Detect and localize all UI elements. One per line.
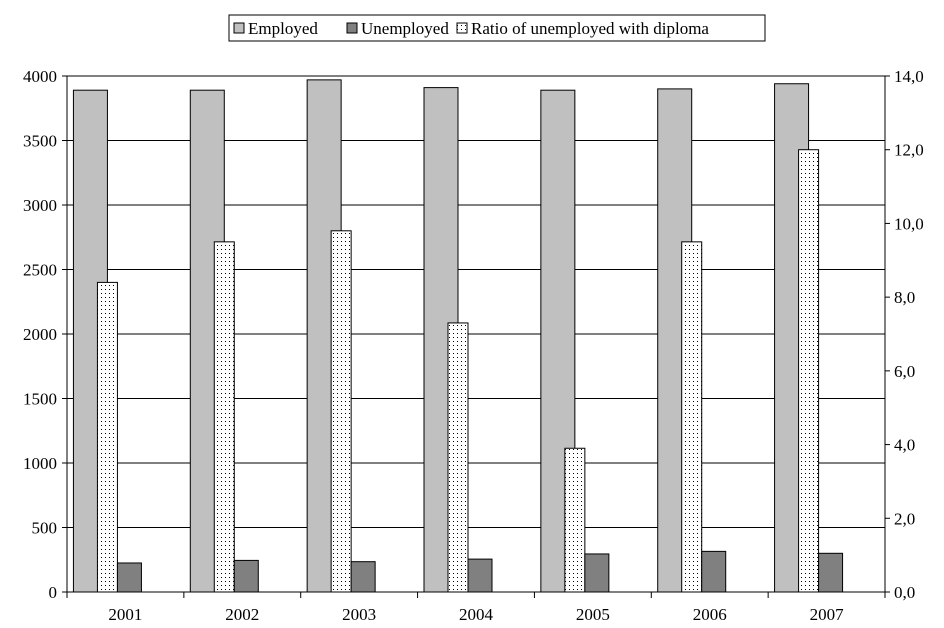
left-tick-label: 3000 <box>23 196 57 215</box>
bar-unemployed <box>350 561 376 593</box>
x-tick-label: 2001 <box>108 605 142 624</box>
left-axis-ticks: 0 500 1000 1500 2000 2500 3000 3500 4000 <box>23 67 67 602</box>
legend-swatch <box>456 22 468 34</box>
x-tick-label: 2002 <box>225 605 259 624</box>
right-tick-label: 6,0 <box>894 362 915 381</box>
bar-unemployed <box>584 553 610 593</box>
bar-unemployed <box>467 558 493 593</box>
legend-swatch <box>233 22 245 34</box>
right-axis-ticks: 0,0 2,0 4,0 6,0 8,0 10,0 12,0 14,0 <box>885 67 924 602</box>
left-tick-label: 2000 <box>23 325 57 344</box>
right-tick-label: 14,0 <box>894 67 924 86</box>
x-tick-label: 2004 <box>459 605 494 624</box>
bar-ratio-unemployed-with-diploma <box>681 241 703 593</box>
left-tick-label: 500 <box>32 519 58 538</box>
legend-label: Employed <box>248 19 318 38</box>
left-tick-label: 1000 <box>23 454 57 473</box>
bar-ratio-unemployed-with-diploma <box>213 241 235 593</box>
gridlines <box>67 75 885 528</box>
legend-box <box>228 14 766 42</box>
bar-ratio-unemployed-with-diploma <box>564 447 586 593</box>
left-tick-label: 2500 <box>23 261 57 280</box>
x-tick-label: 2003 <box>342 605 376 624</box>
bar-ratio-unemployed-with-diploma <box>330 230 352 593</box>
legend-label: Ratio of unemployed with diploma <box>471 19 709 38</box>
left-tick-label: 3500 <box>23 132 57 151</box>
legend-label: Unemployed <box>361 19 449 38</box>
bar-ratio-unemployed-with-diploma <box>96 281 118 593</box>
x-axis-ticks: 2001 2002 2003 2004 2005 2006 2007 <box>66 592 886 624</box>
left-tick-label: 4000 <box>23 67 57 86</box>
right-tick-label: 10,0 <box>894 214 924 233</box>
bar-ratio-unemployed-with-diploma <box>798 149 820 593</box>
bar-ratio-unemployed-with-diploma <box>447 322 469 593</box>
x-tick-label: 2006 <box>693 605 727 624</box>
right-tick-label: 0,0 <box>894 583 915 602</box>
bar-unemployed <box>116 562 142 593</box>
bar-unemployed <box>233 559 259 593</box>
right-tick-label: 8,0 <box>894 288 915 307</box>
left-tick-label: 1500 <box>23 390 57 409</box>
bars <box>72 79 844 593</box>
legend-swatch <box>346 22 358 34</box>
left-tick-label: 0 <box>49 583 58 602</box>
right-tick-label: 4,0 <box>894 436 915 455</box>
bar-unemployed <box>701 550 727 593</box>
legend: Employed Unemployed Ratio of unemployed wi… <box>228 14 766 42</box>
x-tick-label: 2005 <box>576 605 610 624</box>
right-tick-label: 2,0 <box>894 509 915 528</box>
x-tick-label: 2007 <box>810 605 845 624</box>
bar-unemployed <box>818 552 844 593</box>
right-tick-label: 12,0 <box>894 141 924 160</box>
